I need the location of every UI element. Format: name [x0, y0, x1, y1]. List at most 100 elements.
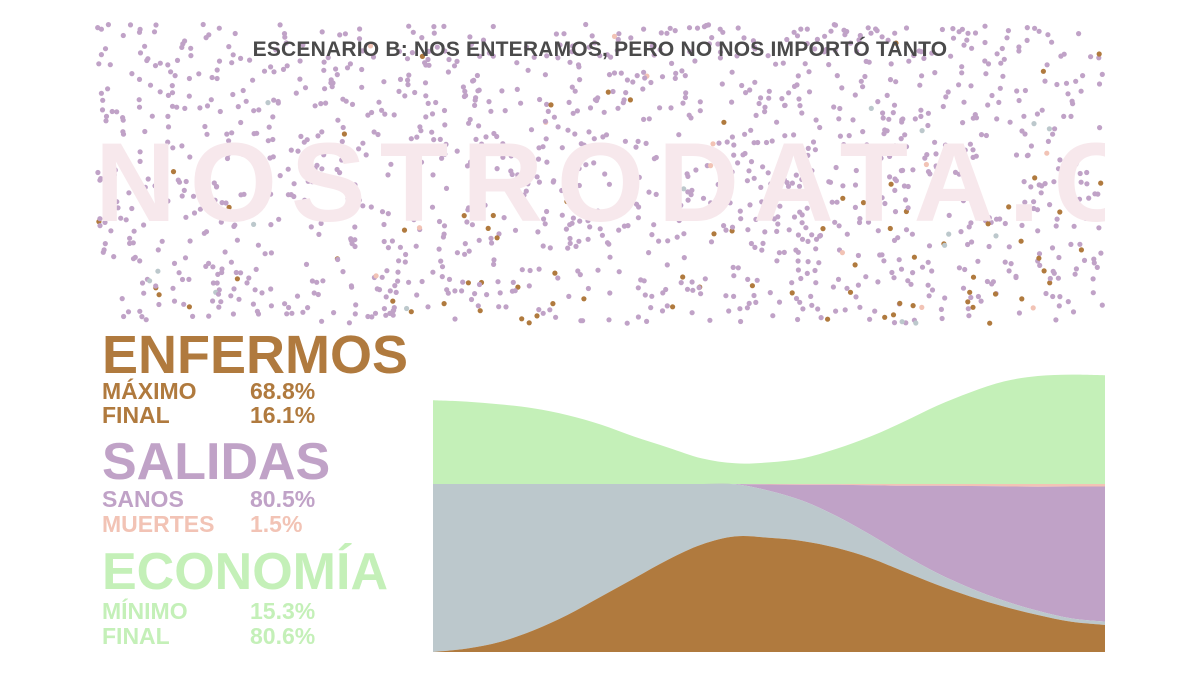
population-dot — [379, 274, 385, 280]
population-dot — [165, 113, 171, 119]
population-dot — [281, 30, 288, 37]
population-dot — [396, 258, 402, 264]
population-dot — [879, 195, 885, 201]
population-dot — [676, 217, 682, 224]
population-dot — [754, 277, 760, 283]
population-dot — [452, 316, 458, 322]
population-dot — [1016, 44, 1022, 50]
population-dot — [697, 99, 703, 105]
population-dot — [774, 258, 780, 264]
population-dot — [919, 128, 925, 134]
population-dot — [1056, 303, 1062, 309]
population-dot — [1081, 257, 1088, 263]
population-dot — [226, 138, 232, 144]
population-dot — [882, 200, 888, 207]
population-dot — [723, 199, 729, 205]
population-dot — [813, 236, 820, 242]
population-dot — [773, 61, 779, 67]
population-dot — [570, 215, 577, 221]
population-dot — [1002, 220, 1008, 227]
population-dot — [1084, 181, 1090, 187]
population-dot — [762, 229, 768, 235]
population-dot — [216, 304, 222, 310]
population-dot — [238, 55, 244, 62]
population-dot — [664, 303, 670, 309]
population-dot — [753, 299, 759, 305]
population-dot — [853, 294, 859, 300]
population-dot — [98, 52, 104, 58]
population-dot — [686, 112, 692, 118]
population-dot — [1051, 270, 1057, 276]
population-dot — [640, 86, 646, 92]
population-dot — [153, 283, 159, 289]
population-dot — [283, 40, 289, 46]
population-dot — [793, 295, 800, 302]
population-dot — [893, 79, 899, 85]
population-dot — [285, 166, 291, 172]
population-dot — [240, 151, 246, 157]
economia-minimo-label: MÍNIMO — [102, 598, 188, 624]
population-dot — [397, 76, 404, 82]
population-dot — [1036, 251, 1043, 257]
population-dot — [884, 128, 890, 134]
population-dot — [169, 90, 176, 96]
population-dot — [540, 310, 546, 316]
population-dot — [985, 221, 991, 227]
population-dot — [309, 179, 315, 185]
population-dot — [439, 274, 445, 280]
population-dot — [960, 120, 966, 126]
population-dot — [1014, 88, 1020, 94]
population-dot — [405, 82, 411, 88]
population-dot — [969, 239, 975, 245]
population-dot — [641, 116, 647, 122]
population-dot — [232, 30, 238, 37]
population-dot — [1068, 113, 1074, 119]
population-dot — [170, 169, 177, 175]
population-dot — [933, 164, 940, 170]
population-dot — [383, 312, 389, 318]
population-dot — [1057, 157, 1063, 163]
population-dot — [540, 144, 546, 150]
population-dot — [268, 303, 274, 309]
population-dot — [183, 214, 189, 220]
population-dot — [630, 79, 636, 85]
population-dot — [567, 240, 573, 246]
population-dot — [821, 49, 827, 55]
population-dot — [523, 188, 529, 194]
population-dot — [171, 260, 178, 266]
population-dot — [1028, 184, 1034, 190]
population-dot — [284, 63, 290, 69]
population-dot — [357, 26, 363, 32]
population-dot — [468, 296, 475, 303]
population-dot — [412, 89, 418, 96]
population-dot — [709, 35, 715, 41]
population-dot — [565, 127, 571, 133]
population-dot — [735, 25, 741, 31]
population-dot — [139, 280, 146, 286]
population-dot — [875, 228, 881, 234]
population-dot — [503, 304, 509, 310]
population-dot — [622, 138, 629, 144]
population-dot — [452, 288, 458, 294]
population-dot — [568, 188, 575, 194]
population-dot — [975, 258, 981, 264]
population-dot — [742, 131, 748, 137]
population-dot — [302, 197, 308, 203]
population-dot — [576, 64, 582, 70]
population-dot — [1035, 228, 1041, 234]
population-dot — [616, 227, 622, 233]
population-dot — [236, 296, 242, 302]
population-dot — [1046, 126, 1052, 132]
population-dot — [794, 33, 801, 39]
population-dot — [1056, 254, 1062, 261]
population-dot — [165, 198, 171, 204]
population-dot — [387, 288, 393, 294]
population-dot — [1080, 73, 1086, 79]
population-dot — [234, 237, 240, 243]
population-dot — [551, 178, 557, 184]
population-dot — [352, 182, 358, 188]
population-dot — [218, 299, 224, 305]
population-dot — [484, 292, 490, 298]
population-dot — [1053, 317, 1059, 323]
population-dot — [664, 30, 670, 36]
